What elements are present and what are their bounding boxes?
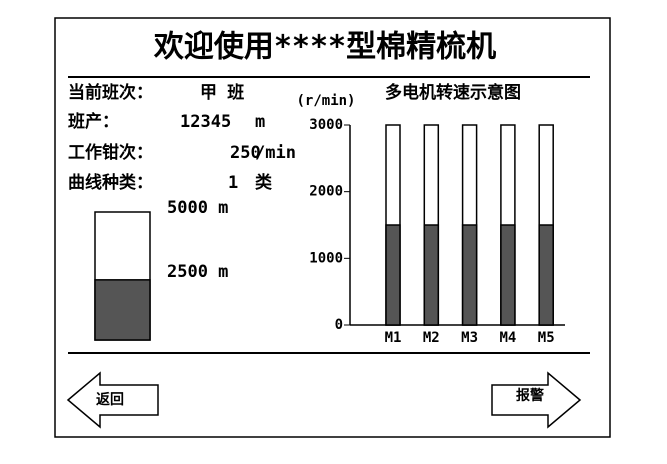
info-unit: 类 — [255, 172, 273, 193]
alarm-button[interactable]: 报警 — [491, 371, 582, 429]
button-label[interactable]: 返回 — [96, 391, 124, 408]
info-value: 甲 班 — [200, 83, 244, 103]
gauge-tick-label: 2500 m — [167, 262, 228, 282]
back-button[interactable]: 返回 — [66, 371, 159, 429]
info-label: 班产： — [68, 111, 119, 132]
info-value: 1 — [228, 173, 238, 193]
info-value: 12345 — [180, 112, 231, 132]
x-tick-label: M5 — [538, 330, 555, 346]
frame — [54, 17, 611, 438]
info-unit: m — [255, 112, 265, 132]
button-label[interactable]: 报警 — [516, 387, 544, 404]
y-tick-label: 0 — [335, 317, 343, 333]
back-arrow[interactable] — [66, 371, 159, 429]
x-tick-label: M3 — [461, 330, 478, 346]
bar — [500, 224, 516, 326]
info-label: 当前班次： — [68, 82, 153, 103]
x-tick-label: M4 — [499, 330, 516, 346]
bar — [538, 224, 554, 326]
chart-title: 多电机转速示意图 — [385, 82, 521, 103]
info-value: 250 — [230, 143, 261, 163]
title: 欢迎使用****型棉精梳机 — [153, 30, 496, 65]
info-label: 曲线种类： — [68, 172, 153, 193]
bar — [461, 224, 478, 326]
info-label: 工作钳次： — [68, 142, 153, 163]
gauge-fill — [94, 279, 151, 341]
gauge-tick-label: 5000 m — [167, 198, 228, 218]
bar — [385, 224, 401, 326]
y-tick-label: 1000 — [309, 250, 343, 266]
y-tick-label: 2000 — [309, 184, 343, 200]
x-tick-label: M2 — [423, 330, 440, 346]
x-tick-label: M1 — [385, 330, 402, 346]
bar — [423, 224, 440, 326]
info-unit: /min — [255, 143, 296, 163]
y-tick-label: 3000 — [309, 117, 343, 133]
alarm-arrow[interactable] — [491, 371, 582, 429]
y-axis-label: (r/min) — [296, 93, 355, 109]
